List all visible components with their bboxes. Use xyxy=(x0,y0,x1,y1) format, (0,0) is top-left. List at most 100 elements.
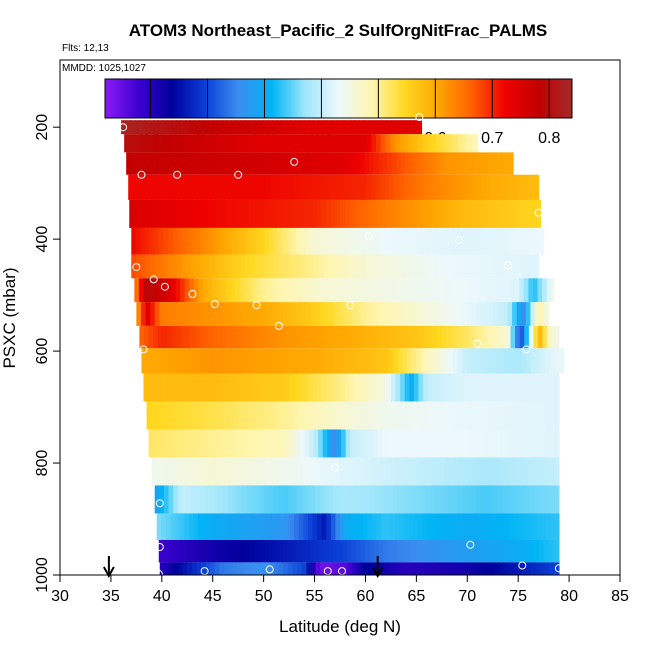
band-cell xyxy=(434,562,440,575)
band-cell xyxy=(255,485,261,514)
data-band xyxy=(151,457,560,486)
band-cell xyxy=(246,348,253,374)
band-cell xyxy=(382,429,388,458)
band-cell xyxy=(389,174,395,200)
band-cell xyxy=(418,278,424,303)
band-cell xyxy=(420,348,427,374)
band-cell xyxy=(356,562,362,575)
band-cell xyxy=(143,278,149,303)
band-cell xyxy=(498,562,505,575)
band-cell xyxy=(476,401,482,430)
band-cell xyxy=(238,457,244,486)
band-cell xyxy=(286,152,292,175)
band-cell xyxy=(356,348,362,374)
band-cell xyxy=(531,401,537,430)
band-cell xyxy=(190,227,197,255)
band-cell xyxy=(365,302,371,326)
band-cell xyxy=(489,562,495,575)
band-cell xyxy=(527,513,534,541)
band-cell xyxy=(202,457,208,486)
band-cell xyxy=(506,227,513,255)
band-cell xyxy=(226,429,232,458)
band-cell xyxy=(257,513,263,541)
data-marker xyxy=(473,339,482,348)
band-cell xyxy=(272,120,278,135)
band-cell xyxy=(333,485,339,514)
band-cell xyxy=(245,227,251,255)
band-cell xyxy=(293,134,299,153)
band-cell xyxy=(319,540,325,563)
band-cell xyxy=(202,199,208,228)
band-cell xyxy=(218,540,224,563)
band-cell xyxy=(243,199,249,228)
band-cell xyxy=(478,152,485,175)
band-cell xyxy=(174,174,180,200)
band-cell xyxy=(260,485,266,514)
band-cell xyxy=(159,302,165,326)
band-cell xyxy=(489,485,495,514)
band-cell xyxy=(227,254,233,279)
band-cell xyxy=(303,373,310,402)
band-cell xyxy=(232,485,238,514)
band-cell xyxy=(360,254,366,279)
band-cell xyxy=(258,429,264,458)
band-cell xyxy=(405,429,411,458)
band-cell xyxy=(410,227,416,255)
y-tick-label: 600 xyxy=(34,338,51,365)
band-cell xyxy=(265,174,271,200)
band-cell xyxy=(326,373,332,402)
x-tick-label: 35 xyxy=(102,588,120,605)
band-cell xyxy=(318,120,324,135)
band-cell xyxy=(466,485,472,514)
band-cell xyxy=(399,513,405,541)
band-cell xyxy=(508,401,514,430)
band-cell xyxy=(558,562,560,575)
band-cell xyxy=(433,254,439,279)
band-cell xyxy=(209,227,215,255)
band-cell xyxy=(179,457,185,486)
band-cell xyxy=(212,373,218,402)
band-cell xyxy=(551,325,557,349)
band-cell xyxy=(461,227,467,255)
band-cell xyxy=(414,325,420,349)
band-cell xyxy=(381,199,387,228)
band-cell xyxy=(374,254,380,279)
band-cell xyxy=(135,254,142,279)
band-cell xyxy=(424,540,430,563)
band-cell xyxy=(452,254,458,279)
band-cell xyxy=(329,348,335,374)
band-cell xyxy=(316,401,322,430)
band-cell xyxy=(156,199,162,228)
band-cell xyxy=(447,227,453,255)
band-cell xyxy=(424,254,430,279)
band-cell xyxy=(304,120,310,135)
band-cell xyxy=(396,152,402,175)
band-cell xyxy=(441,325,447,349)
band-cell xyxy=(518,513,524,541)
band-cell xyxy=(425,485,431,514)
band-cell xyxy=(482,278,488,303)
band-cell xyxy=(456,540,462,563)
band-cell xyxy=(505,278,511,303)
band-cell xyxy=(295,325,301,349)
band-cell xyxy=(245,254,251,279)
band-cell xyxy=(253,325,260,349)
band-cell xyxy=(447,302,454,326)
band-cell xyxy=(366,457,373,486)
band-cell xyxy=(493,227,499,255)
band-cell xyxy=(284,134,290,153)
band-cell xyxy=(522,457,528,486)
data-marker xyxy=(155,499,164,508)
band-cell xyxy=(188,457,194,486)
band-cell xyxy=(195,254,201,279)
band-cell xyxy=(386,429,393,458)
band-cell xyxy=(521,348,527,374)
band-cell xyxy=(373,325,379,349)
band-cell xyxy=(351,227,357,255)
band-cell xyxy=(130,120,136,135)
data-marker xyxy=(154,569,163,575)
band-cell xyxy=(211,199,217,228)
band-cell xyxy=(458,134,464,153)
x-tick-label: 85 xyxy=(611,588,629,605)
band-cell xyxy=(498,302,504,326)
